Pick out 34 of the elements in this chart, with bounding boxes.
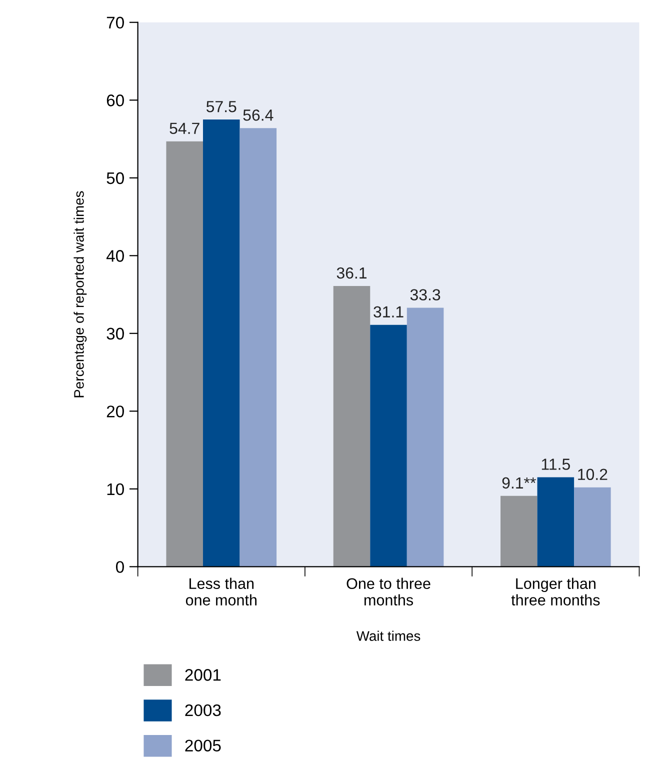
y-tick-label: 10 xyxy=(107,483,124,496)
bar xyxy=(370,324,407,567)
data-label: 54.7 xyxy=(170,122,200,134)
data-label: 36.1 xyxy=(336,267,367,279)
data-label: 33.3 xyxy=(410,289,440,300)
y-tick-label: 30 xyxy=(106,328,124,340)
data-label: 9.1** xyxy=(502,477,536,489)
x-tick-label: One to three months xyxy=(346,578,430,606)
bar xyxy=(333,286,370,567)
y-tick-label: 50 xyxy=(106,172,124,184)
legend-label: 2005 xyxy=(185,740,221,752)
data-label: 56.4 xyxy=(243,109,274,121)
legend-label: 2003 xyxy=(185,704,221,716)
data-label: 11.5 xyxy=(542,458,570,470)
x-axis-title: Wait times xyxy=(356,630,420,641)
bar xyxy=(574,487,611,567)
y-tick-label: 60 xyxy=(106,94,124,106)
y-tick-label: 40 xyxy=(106,250,124,262)
y-tick-label: 70 xyxy=(106,16,124,29)
bar xyxy=(240,128,277,567)
bar xyxy=(202,120,240,567)
bar xyxy=(500,496,538,567)
data-label: 31.1 xyxy=(374,306,404,318)
bar xyxy=(406,308,444,567)
x-tick-label: Longer than three months xyxy=(511,578,600,606)
bar xyxy=(166,141,203,567)
bar xyxy=(537,477,574,567)
y-axis-title: Percentage of reported wait times xyxy=(74,191,87,398)
legend-label: 2001 xyxy=(185,669,221,681)
y-tick-label: 0 xyxy=(116,561,124,573)
y-tick-label: 20 xyxy=(106,406,124,418)
data-label: 57.5 xyxy=(206,101,236,112)
x-tick-label: Less than one month xyxy=(186,578,256,606)
data-label: 10.2 xyxy=(578,468,608,480)
